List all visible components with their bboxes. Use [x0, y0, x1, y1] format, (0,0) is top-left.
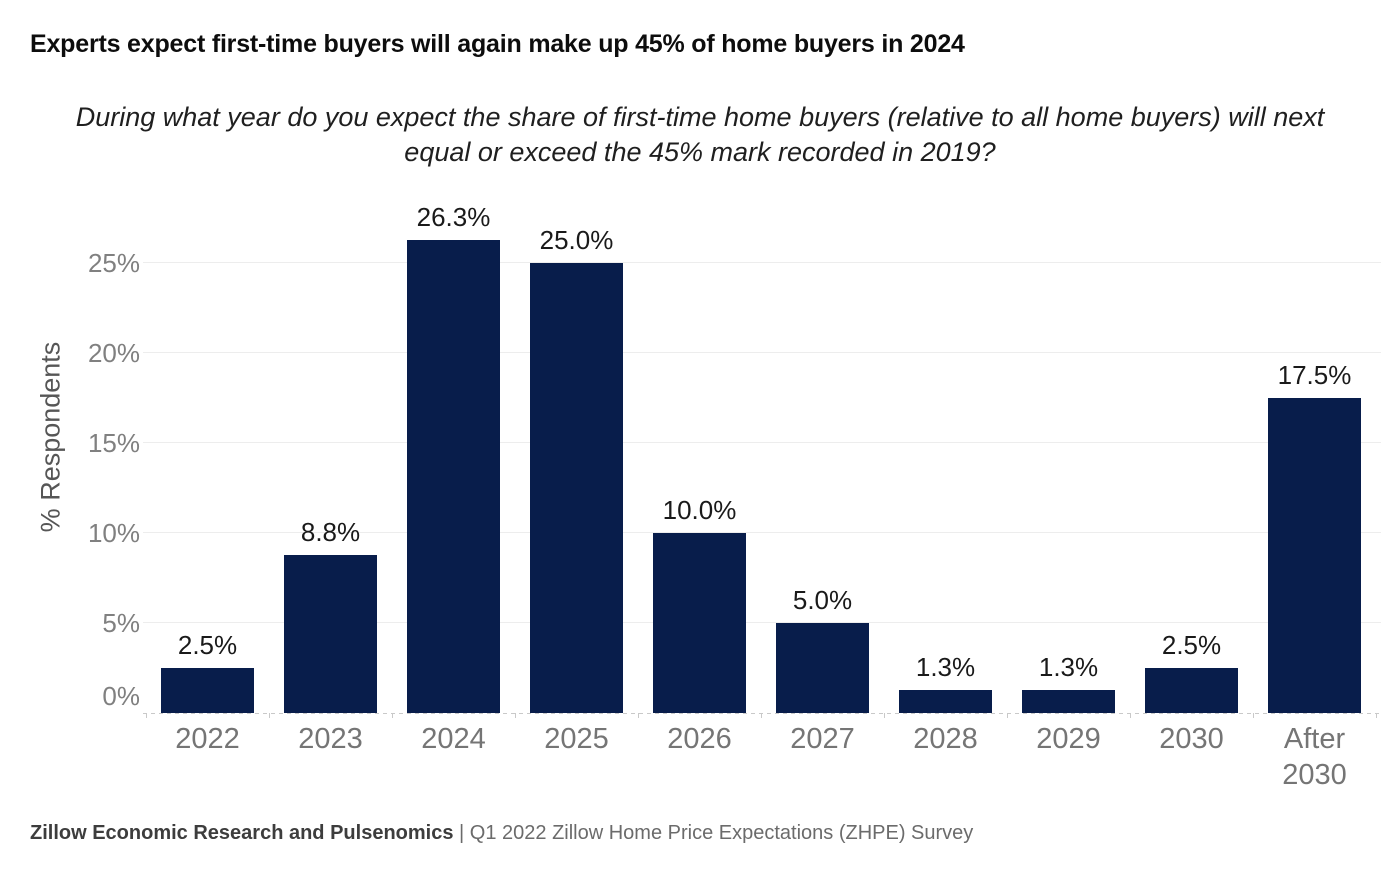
- x-axis-tick: [884, 713, 885, 718]
- bar: [284, 554, 377, 713]
- source-line: Zillow Economic Research and Pulsenomics…: [30, 822, 973, 845]
- x-axis-tick: [761, 713, 762, 718]
- x-axis-label: 2026: [667, 723, 732, 755]
- y-axis-tick-label: 20%: [87, 338, 140, 368]
- x-axis-label: 2029: [1036, 723, 1101, 755]
- bar-value-label: 25.0%: [539, 225, 614, 255]
- plot-area: 2.5% 8.8% 26.3% 25.0% 10.0% 5.0% 1.3% 1.3% 2.5% 1…: [143, 200, 1381, 718]
- x-axis-tick: [392, 713, 393, 718]
- x-axis-baseline: [143, 713, 1381, 714]
- y-axis-tick-label: 25%: [87, 248, 140, 278]
- y-axis-tick-label: 0%: [102, 681, 140, 711]
- bar-value-label: 8.8%: [300, 516, 361, 547]
- bar-value-label: 2.5%: [177, 630, 238, 660]
- source-detail: | Q1 2022 Zillow Home Price Expectations…: [453, 822, 974, 844]
- source-name: Zillow Economic Research and Pulsenomics: [30, 822, 454, 844]
- x-axis-label: 2030: [1159, 723, 1224, 755]
- bar: [776, 623, 869, 713]
- x-axis-tick: [515, 713, 516, 718]
- chart-subtitle: During what year do you expect the share…: [75, 102, 1325, 167]
- bar-value-label: 2.5%: [1161, 630, 1222, 660]
- bar: [1022, 689, 1115, 713]
- y-axis-tick-label: 10%: [87, 518, 140, 548]
- x-axis-tick: [269, 713, 270, 718]
- gridline: [143, 442, 1381, 443]
- bar: [1268, 398, 1361, 713]
- bar-value-label: 1.3%: [1038, 651, 1099, 682]
- bar-value-label: 17.5%: [1277, 360, 1352, 390]
- x-axis-label: 2023: [298, 723, 363, 755]
- gridline: [143, 262, 1381, 263]
- x-axis-tick: [638, 713, 639, 718]
- gridline: [143, 352, 1381, 353]
- bar: [653, 533, 746, 713]
- gridline: [143, 622, 1381, 623]
- gridline: [143, 532, 1381, 533]
- x-axis-tick: [1376, 713, 1377, 718]
- x-axis-label: 2027: [790, 723, 855, 755]
- bar-value-label: 5.0%: [792, 585, 853, 615]
- bar: [530, 263, 623, 713]
- bar: [899, 689, 992, 713]
- x-axis-label: 2024: [421, 723, 486, 755]
- x-axis-label: 2025: [544, 723, 609, 755]
- y-axis-tick-label: 15%: [87, 428, 140, 458]
- x-axis-tick: [1007, 713, 1008, 718]
- x-axis-label: 2028: [913, 723, 978, 755]
- x-axis-tick: [1253, 713, 1254, 718]
- bar-value-label: 10.0%: [662, 495, 737, 525]
- x-axis-label: 2022: [175, 723, 240, 755]
- bar: [1145, 668, 1238, 713]
- y-axis-tick-label: 5%: [102, 608, 140, 638]
- bar-value-label: 26.3%: [416, 201, 491, 232]
- x-axis-label: After 2030: [1282, 723, 1347, 791]
- bar: [161, 668, 254, 713]
- bar: [407, 239, 500, 713]
- x-axis-tick: [146, 713, 147, 718]
- x-axis-tick: [1130, 713, 1131, 718]
- chart-title: Experts expect first-time buyers will ag…: [30, 30, 965, 58]
- bar-value-label: 1.3%: [915, 651, 976, 682]
